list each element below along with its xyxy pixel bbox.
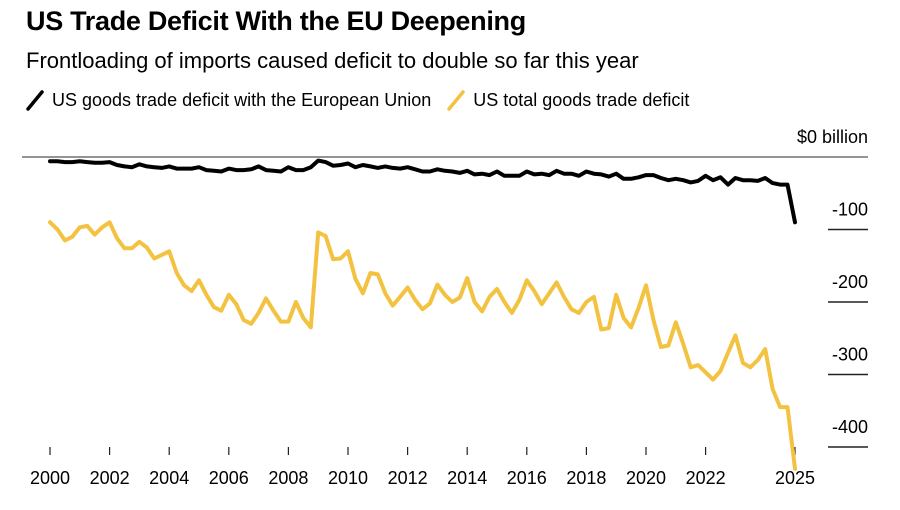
x-tick-label: 2004 bbox=[149, 468, 189, 488]
y-tick-label: -100 bbox=[832, 200, 868, 220]
x-tick-label: 2014 bbox=[447, 468, 487, 488]
x-tick-label: 2025 bbox=[775, 468, 815, 488]
x-tick-label: 2016 bbox=[507, 468, 547, 488]
slash-line-icon bbox=[26, 90, 44, 111]
series-lines bbox=[48, 158, 797, 471]
legend-item-eu: US goods trade deficit with the European… bbox=[26, 89, 431, 111]
x-ticks bbox=[49, 447, 796, 455]
legend: US goods trade deficit with the European… bbox=[26, 89, 705, 111]
x-tick-label: 2002 bbox=[90, 468, 130, 488]
x-tick-label: 2020 bbox=[626, 468, 666, 488]
chart-title: US Trade Deficit With the EU Deepening bbox=[26, 6, 526, 36]
legend-label-eu: US goods trade deficit with the European… bbox=[52, 89, 432, 110]
x-tick-labels: 2000 2002 2004 2006 2008 2010 2012 2014 2016 2018… bbox=[30, 468, 815, 488]
y-tick-label: $0 billion bbox=[797, 127, 868, 147]
y-tick-label: -300 bbox=[832, 345, 868, 365]
x-tick-label: 2000 bbox=[30, 468, 70, 488]
y-tick-label: -400 bbox=[832, 417, 868, 437]
y-tick-label: -200 bbox=[832, 272, 868, 292]
y-gridlines bbox=[22, 156, 868, 448]
x-tick-label: 2022 bbox=[686, 468, 726, 488]
legend-item-total: US total goods trade deficit bbox=[447, 89, 689, 111]
series-line-total bbox=[48, 220, 797, 471]
chart-subtitle: Frontloading of imports caused deficit t… bbox=[26, 48, 639, 73]
series-line-eu bbox=[48, 158, 797, 225]
legend-label-total: US total goods trade deficit bbox=[473, 89, 690, 110]
x-tick-label: 2010 bbox=[328, 468, 368, 488]
slash-line-icon bbox=[447, 90, 465, 111]
x-tick-label: 2008 bbox=[268, 468, 308, 488]
x-tick-label: 2012 bbox=[388, 468, 428, 488]
x-tick-label: 2006 bbox=[209, 468, 249, 488]
y-tick-labels: $0 billion -100 -200 -300 -400 bbox=[797, 127, 868, 437]
x-tick-label: 2018 bbox=[566, 468, 606, 488]
